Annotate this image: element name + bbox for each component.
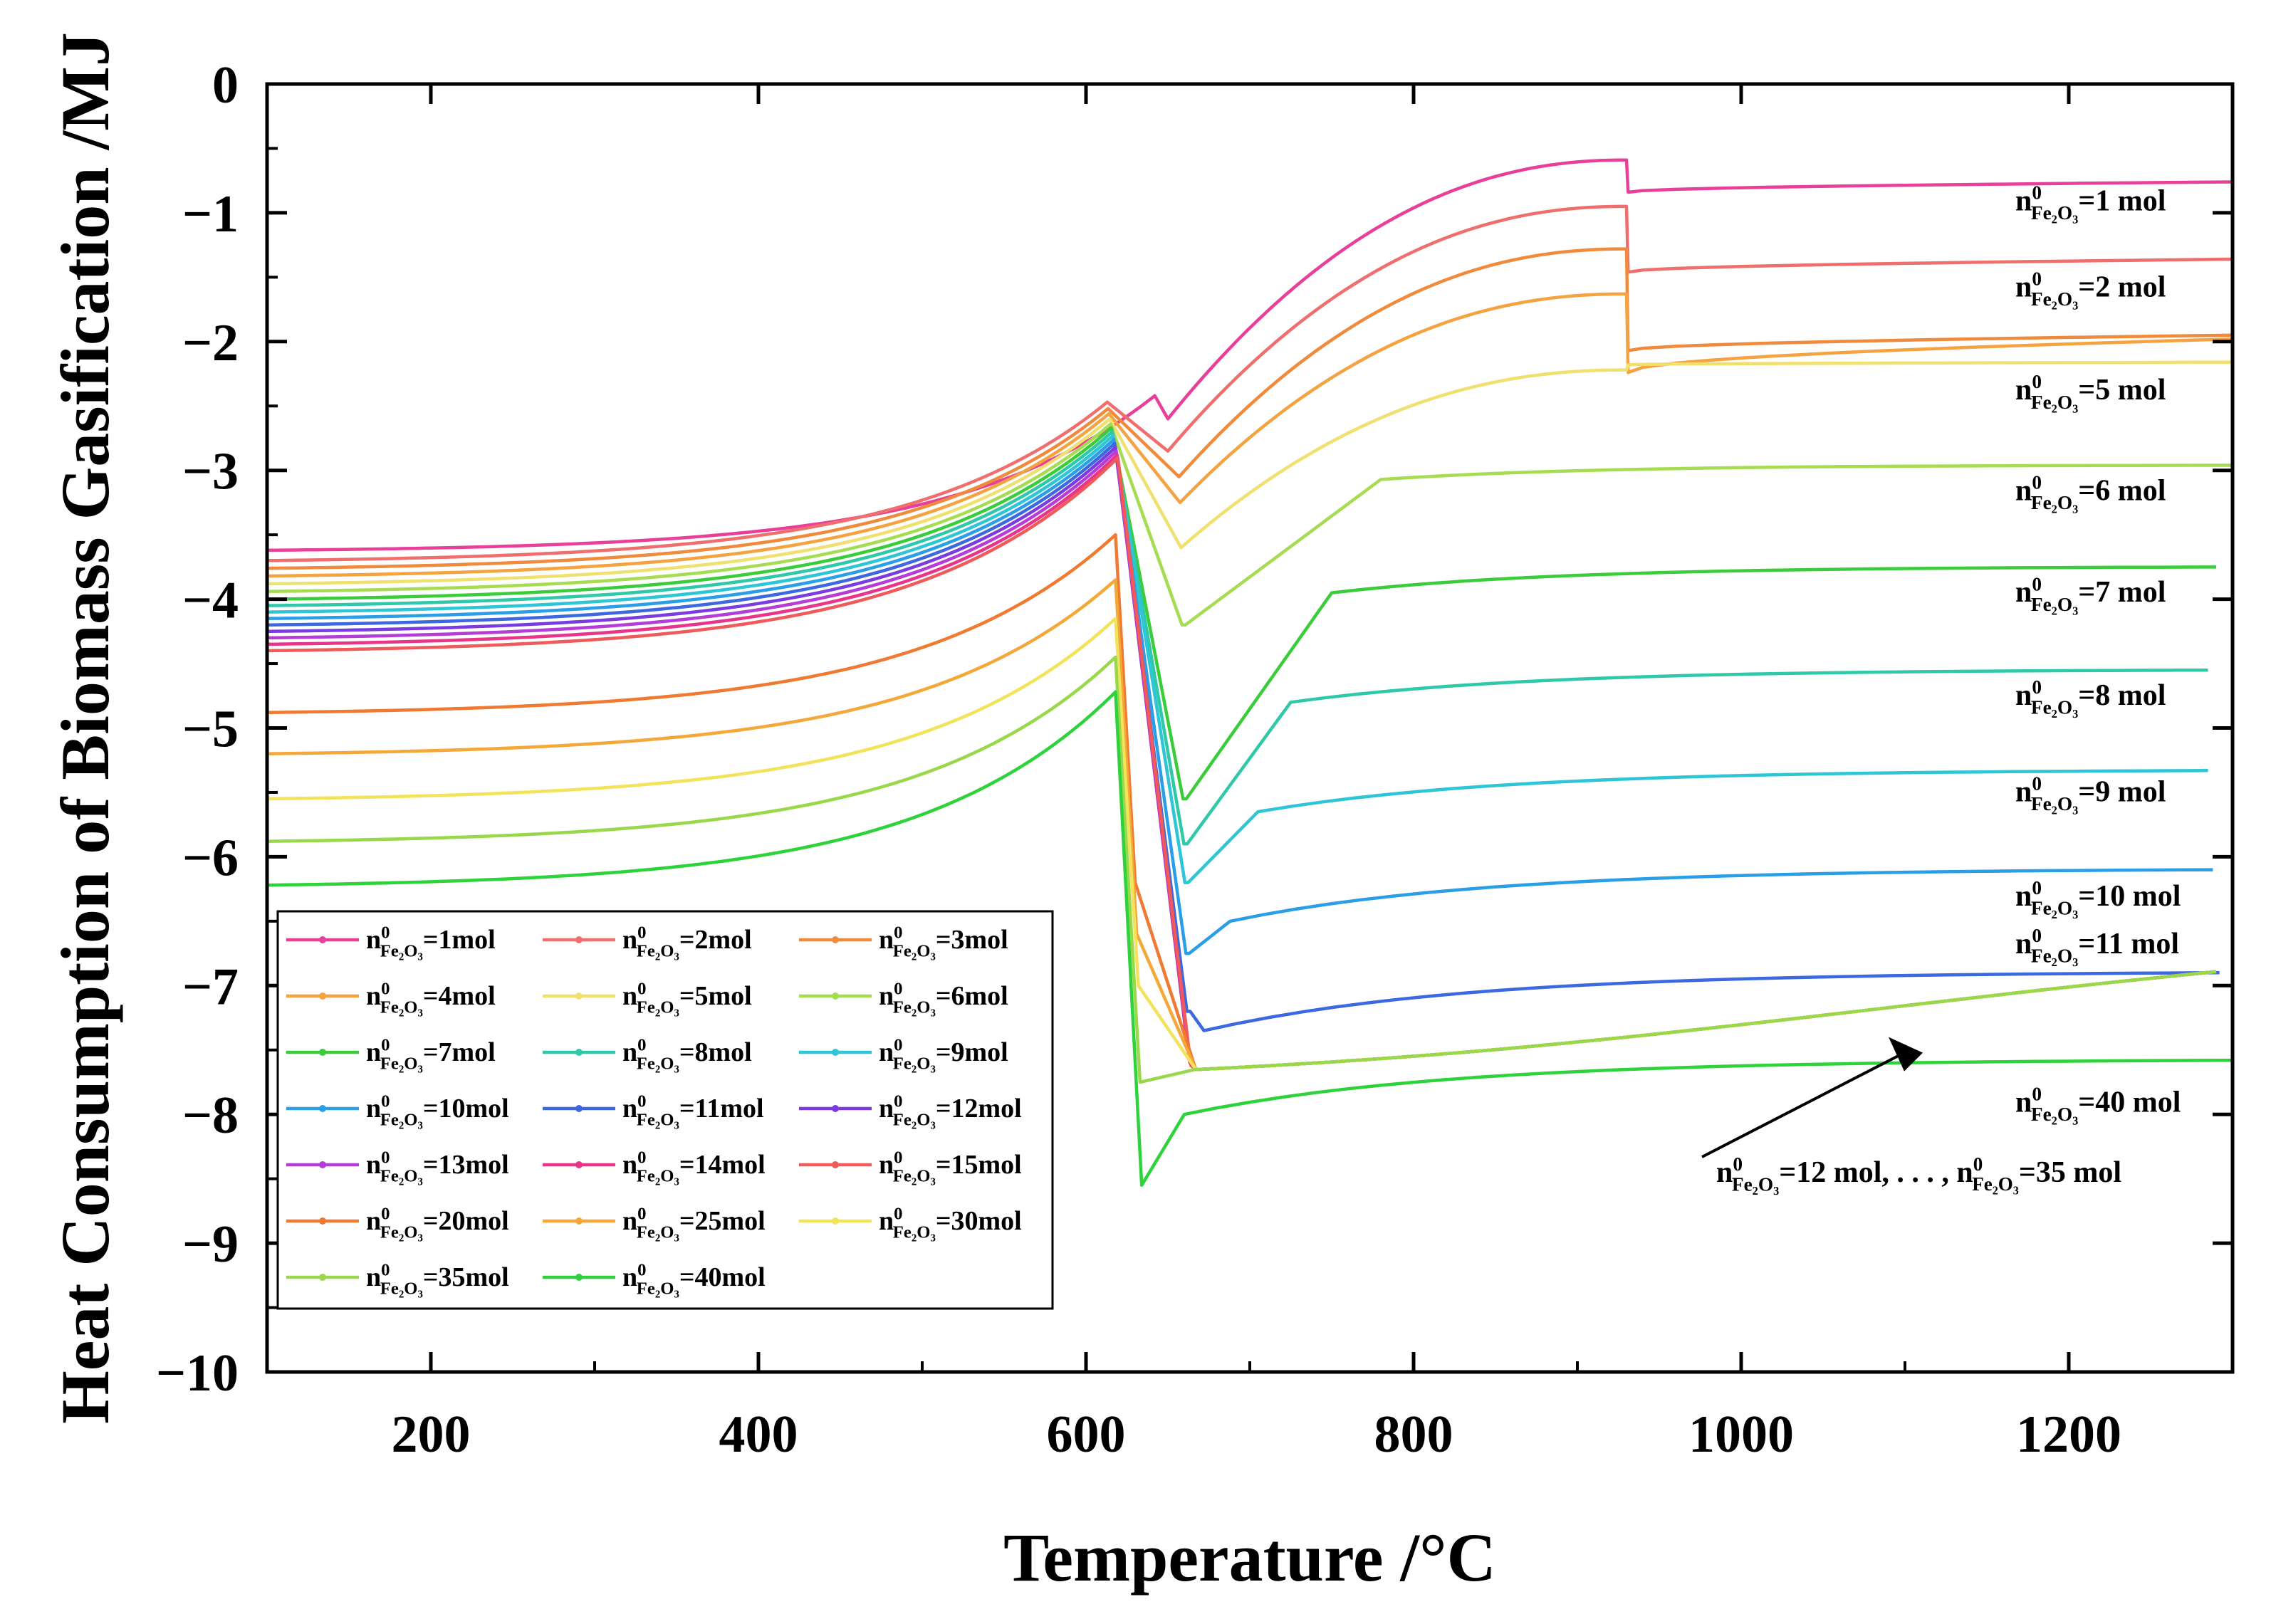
arrow-annotation-label: n0 Fe₂O₃=12 mol, . . . , n0 Fe₂O₃=35 mol [1716,1153,2121,1195]
legend-marker [319,1161,326,1168]
series-layer [266,158,2233,1187]
series-annotation: n0 Fe₂O₃=2 mol [2015,268,2166,310]
legend-label: n0 Fe₂O₃=30mol [879,1205,1022,1242]
legend-label: n0 Fe₂O₃=4mol [366,980,496,1017]
series-line [266,438,2213,955]
series-annotation: n0 Fe₂O₃=40 mol [2015,1084,2181,1126]
legend-marker [832,936,839,943]
series-annotations: n0 Fe₂O₃=1 mol n0 Fe₂O₃=2 mol n0 Fe₂O₃=5 mol n… [1701,182,2181,1195]
legend-marker [832,1217,839,1225]
series-line [266,158,2233,552]
y-tick-label: −2 [182,314,239,372]
x-axis-title: Temperature /°C [1003,1519,1496,1596]
y-tick-label: −1 [182,185,239,243]
series-line [266,247,2233,570]
legend-label: n0 Fe₂O₃=12mol [879,1092,1022,1130]
series-line [266,292,2233,578]
legend-label: n0 Fe₂O₃=20mol [366,1205,509,1242]
series-line [266,204,2233,562]
series-annotation: n0 Fe₂O₃=6 mol [2015,471,2166,513]
legend-label: n0 Fe₂O₃=2mol [622,923,752,961]
series-annotation: n0 Fe₂O₃=11 mol [2015,925,2179,967]
legend-marker [319,992,326,1000]
legend-marker [319,1049,326,1056]
legend-label: n0 Fe₂O₃=9mol [879,1036,1008,1074]
x-tick-label: 200 [392,1405,471,1464]
legend-label: n0 Fe₂O₃=11mol [622,1092,764,1130]
legend-label: n0 Fe₂O₃=6mol [879,980,1008,1017]
tick-labels: 200 400 600 800 1000 1200 0 −1 −2 −3 −4 −5 −6 −7 −8 −9 −… [156,56,2121,1464]
x-tick-label: 600 [1047,1405,1126,1464]
legend-label: n0 Fe₂O₃=7mol [366,1036,496,1074]
legend-label: n0 Fe₂O₃=15mol [879,1148,1022,1186]
legend-marker [832,1161,839,1168]
series-line [266,441,2220,1032]
y-tick-label: 0 [212,56,239,115]
legend-label: n0 Fe₂O₃=25mol [622,1205,766,1242]
legend-label: n0 Fe₂O₃=5mol [622,980,752,1017]
legend-marker [575,1217,583,1225]
legend-marker [319,1217,326,1225]
legend-label: n0 Fe₂O₃=40mol [622,1261,766,1299]
y-tick-label: −9 [182,1215,239,1274]
legend-label: n0 Fe₂O₃=8mol [622,1036,752,1074]
legend-label: n0 Fe₂O₃=1mol [366,923,496,961]
series-line [266,690,2233,1187]
series-annotation: n0 Fe₂O₃=10 mol [2015,877,2181,919]
y-tick-label: −3 [182,443,239,501]
x-tick-label: 1000 [1688,1405,1794,1464]
legend-label: n0 Fe₂O₃=3mol [879,923,1008,961]
series-line [266,430,2208,846]
series-annotation: n0 Fe₂O₃=9 mol [2015,773,2166,815]
series-line [266,655,2217,1084]
y-axis-title: Heat Consumption of Biomass Gasification… [47,32,123,1424]
x-tick-label: 400 [719,1405,798,1464]
x-tick-label: 1200 [2016,1405,2121,1464]
series-annotation: n0 Fe₂O₃=5 mol [2015,371,2166,413]
legend-marker [832,1049,839,1056]
y-tick-label: −7 [182,958,239,1016]
legend-marker [575,1161,583,1168]
legend-marker [575,1274,583,1281]
legend-marker [575,992,583,1000]
ticks-layer [266,82,2234,1374]
x-tick-label: 800 [1374,1405,1453,1464]
legend-label: n0 Fe₂O₃=14mol [622,1148,766,1186]
annotation-arrow-line [1701,1051,1905,1158]
legend: n0 Fe₂O₃=1mol n0 Fe₂O₃=2mol n0 Fe₂O₃=3mol n0 Fe… [276,910,1054,1310]
legend-marker [575,1105,583,1112]
legend-marker [575,936,583,943]
series-annotation: n0 Fe₂O₃=7 mol [2015,573,2166,615]
y-tick-label: −6 [182,829,239,887]
legend-label: n0 Fe₂O₃=13mol [366,1148,509,1186]
legend-marker [832,1105,839,1112]
legend-marker [832,992,839,1000]
y-tick-label: −5 [182,701,239,759]
series-line [266,426,2217,801]
legend-label: n0 Fe₂O₃=35mol [366,1261,509,1299]
legend-box [276,910,1054,1310]
series-line [266,434,2208,884]
y-tick-label: −10 [156,1344,239,1403]
series-annotation: n0 Fe₂O₃=8 mol [2015,676,2166,718]
series-line [266,360,2233,586]
legend-label: n0 Fe₂O₃=10mol [366,1092,509,1130]
legend-marker [319,1105,326,1112]
legend-marker [575,1049,583,1056]
annotation-arrowhead [1889,1037,1923,1072]
series-line [266,422,2233,627]
y-tick-label: −4 [182,572,239,630]
legend-marker [319,1274,326,1281]
legend-marker [319,936,326,943]
series-annotation: n0 Fe₂O₃=1 mol [2015,182,2166,224]
y-tick-label: −8 [182,1086,239,1145]
